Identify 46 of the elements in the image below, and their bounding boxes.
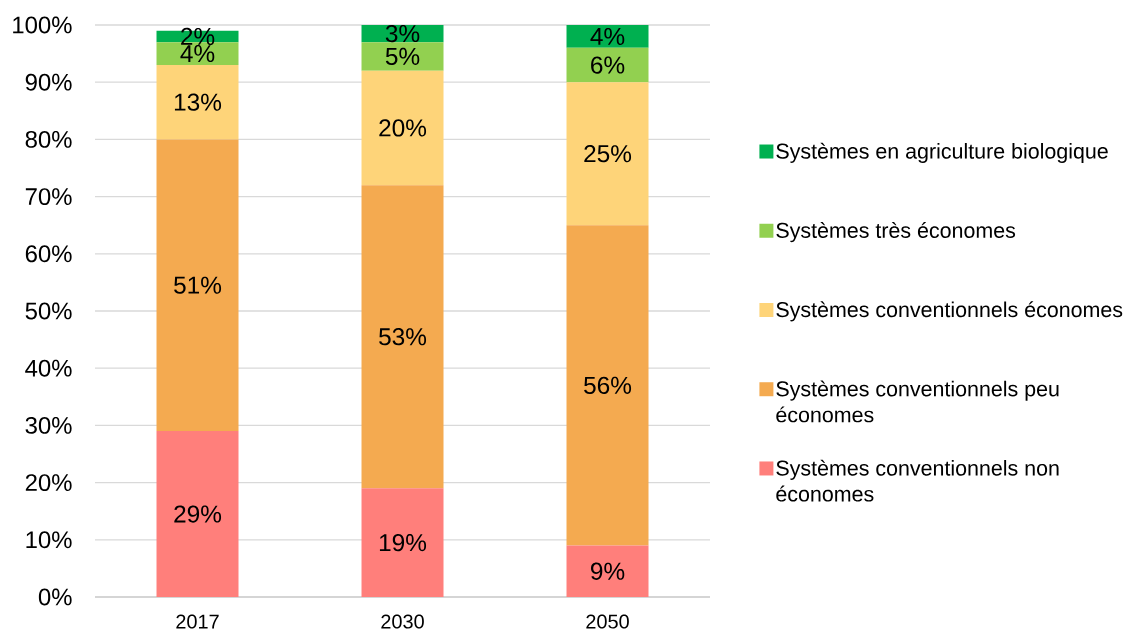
bar [566, 545, 649, 597]
data-label: 56% [584, 376, 632, 394]
legend-label: Systèmes conventionnels peu économes [776, 380, 1059, 423]
y-tick-label: 40% [25, 359, 72, 377]
y-tick-label: 0% [38, 588, 72, 606]
legend-label: Systèmes conventionnels économes [776, 301, 1123, 322]
data-label: 20% [379, 119, 427, 137]
data-label: 4% [590, 27, 625, 45]
data-label: 19% [379, 534, 427, 552]
bar [361, 42, 444, 71]
data-label: 9% [591, 562, 625, 580]
legend-label: Systèmes très économes [776, 222, 1016, 243]
data-label: 2% [181, 27, 215, 46]
data-label: 4% [180, 45, 215, 63]
data-label: 5% [385, 47, 420, 66]
legend-label: Systèmes en agriculture biologique [776, 142, 1108, 163]
data-label: 51% [174, 276, 222, 294]
bar [566, 82, 649, 226]
y-tick-label: 10% [26, 531, 72, 549]
y-tick-label: 80% [25, 130, 72, 148]
y-tick-label: 20% [25, 474, 72, 492]
bar [566, 225, 649, 546]
data-label: 29% [174, 505, 222, 523]
bar [156, 65, 239, 140]
y-tick-label: 90% [25, 73, 72, 91]
bar [156, 139, 239, 432]
y-tick-label: 100% [13, 16, 72, 34]
data-label: 6% [591, 56, 625, 74]
bar [566, 24, 649, 48]
x-tick-label: 2017 [176, 614, 219, 629]
data-label: 53% [379, 328, 427, 346]
data-label: 13% [174, 93, 222, 111]
bar [566, 47, 649, 83]
bar [156, 431, 239, 597]
data-label: 25% [584, 145, 632, 163]
y-tick-label: 60% [25, 245, 72, 263]
data-label: 3% [385, 24, 420, 43]
x-tick-label: 2030 [381, 614, 424, 629]
y-tick-label: 30% [25, 416, 72, 434]
legend-label: Systèmes conventionnels non économes [776, 459, 1059, 502]
bar [361, 70, 444, 186]
y-tick-label: 50% [25, 302, 72, 320]
x-tick-label: 2050 [586, 614, 629, 629]
bar [361, 488, 444, 597]
y-tick-label: 70% [25, 188, 72, 206]
bar [361, 185, 444, 489]
